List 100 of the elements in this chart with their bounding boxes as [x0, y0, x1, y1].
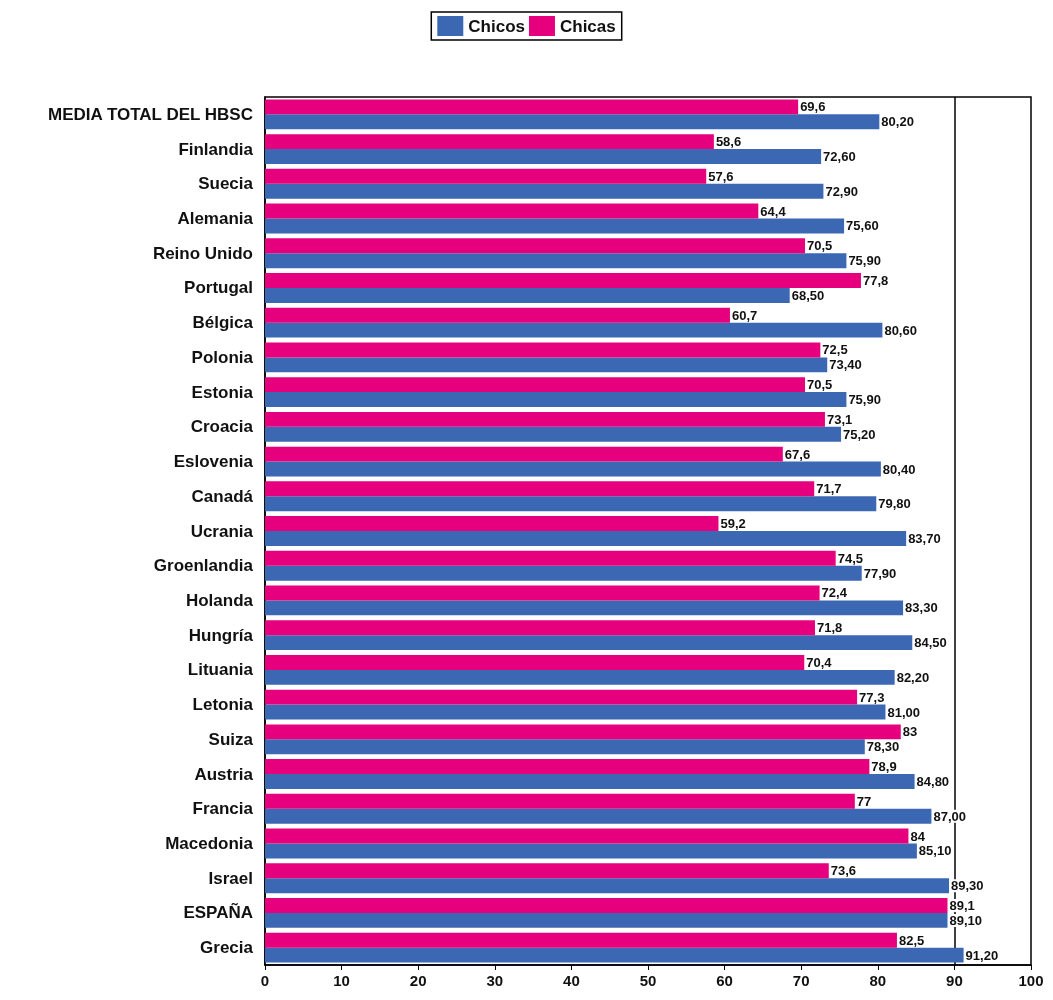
y-tick-label: Grecia	[200, 938, 254, 958]
y-tick-label: Eslovenia	[173, 452, 254, 472]
bar	[265, 203, 759, 219]
data-label: 68,50	[791, 287, 825, 303]
x-tick-label: 20	[409, 972, 427, 989]
bar	[265, 689, 858, 705]
data-label: 77	[856, 793, 872, 809]
y-tick-label: Ucrania	[190, 521, 254, 541]
bar	[265, 828, 909, 844]
data-label: 83,70	[908, 530, 941, 546]
bar	[265, 600, 904, 616]
y-tick-label: ESPAÑA	[183, 902, 253, 923]
data-label: 60,7	[731, 307, 758, 323]
data-label: 70,5	[807, 238, 833, 254]
y-tick-label: Suecia	[198, 174, 254, 194]
bar	[265, 253, 847, 269]
bar	[265, 669, 895, 685]
data-label: 77,90	[863, 565, 897, 581]
bar	[265, 912, 948, 928]
bar	[265, 481, 815, 497]
bar	[265, 516, 719, 531]
bar	[265, 531, 907, 546]
bar	[265, 411, 825, 427]
bar	[265, 183, 824, 199]
data-label: 72,90	[825, 183, 858, 199]
y-tick-label: Bélgica	[192, 313, 254, 333]
data-label: 78,9	[871, 759, 897, 775]
data-label: 73,40	[829, 357, 862, 373]
data-label: 58,6	[715, 134, 742, 150]
bar	[265, 654, 805, 670]
bar	[265, 897, 948, 913]
y-tick-label: Reino Unido	[152, 243, 253, 263]
data-label: 89,1	[949, 897, 975, 913]
bar	[265, 843, 917, 859]
data-label: 80,40	[882, 461, 916, 477]
bar	[265, 342, 821, 358]
bar	[265, 218, 845, 234]
data-label: 84,80	[916, 774, 950, 789]
y-tick-label: MEDIA TOTAL DEL HBSC	[48, 104, 253, 124]
bar	[265, 932, 897, 948]
x-tick-label: 60	[716, 972, 733, 989]
bar	[265, 808, 932, 824]
data-label: 75,90	[848, 253, 881, 269]
x-tick-label: 90	[946, 972, 963, 989]
bar	[265, 759, 870, 775]
data-label: 82,5	[898, 932, 925, 948]
y-tick-label: Letonia	[192, 695, 254, 715]
data-label: 81,00	[887, 704, 921, 720]
bar	[265, 620, 815, 636]
x-tick-label: 50	[639, 972, 657, 989]
data-label: 70,5	[807, 377, 833, 393]
y-tick-label: Austria	[194, 764, 254, 784]
bar	[265, 496, 877, 512]
x-tick-label: 80	[869, 972, 887, 989]
bar	[265, 377, 806, 393]
y-tick-label: Polonia	[191, 347, 254, 367]
bar	[265, 307, 730, 323]
bar	[265, 793, 855, 809]
data-label: 70,4	[806, 654, 833, 670]
data-label: 57,6	[708, 168, 734, 184]
data-label: 87,00	[933, 808, 966, 824]
data-label: 69,6	[800, 99, 826, 115]
y-tick-label: Finlandia	[178, 139, 254, 159]
data-label: 59,2	[720, 516, 746, 532]
y-tick-label: Suiza	[208, 729, 254, 749]
data-label: 74,5	[837, 550, 863, 566]
data-label: 77,3	[859, 689, 885, 705]
data-label: 77,8	[862, 273, 889, 288]
bar	[265, 774, 915, 789]
data-label: 72,60	[823, 149, 856, 165]
x-tick-label: 70	[792, 972, 810, 989]
y-tick-label: Croacia	[190, 417, 254, 437]
y-tick-label: Macedonia	[165, 833, 254, 853]
x-tick-label: 30	[486, 972, 504, 989]
data-label: 84,50	[914, 635, 947, 651]
bar	[265, 134, 714, 150]
data-label: 75,20	[843, 426, 876, 442]
bar	[265, 724, 901, 740]
bar	[265, 565, 862, 581]
bar	[265, 99, 799, 115]
bar	[265, 550, 836, 566]
y-tick-label: Hungría	[188, 625, 254, 645]
bar	[265, 947, 964, 963]
data-label: 67,6	[784, 446, 811, 462]
data-label: 83	[902, 724, 918, 740]
y-tick-label: Alemania	[177, 209, 254, 229]
data-label: 72,4	[821, 585, 848, 601]
bar	[265, 585, 820, 601]
x-tick-label: 0	[260, 972, 270, 989]
y-tick-label: Holanda	[185, 590, 254, 610]
bar	[265, 357, 828, 373]
data-label: 73,6	[830, 863, 857, 879]
x-tick-label: 100	[1018, 972, 1044, 989]
bar	[265, 273, 861, 288]
data-label: 71,8	[816, 620, 843, 636]
data-label: 84	[910, 828, 926, 844]
data-label: 80,20	[881, 114, 914, 130]
y-tick-label: Canadá	[191, 486, 254, 506]
data-label: 79,80	[878, 496, 911, 512]
y-tick-label: Lituania	[187, 660, 254, 680]
